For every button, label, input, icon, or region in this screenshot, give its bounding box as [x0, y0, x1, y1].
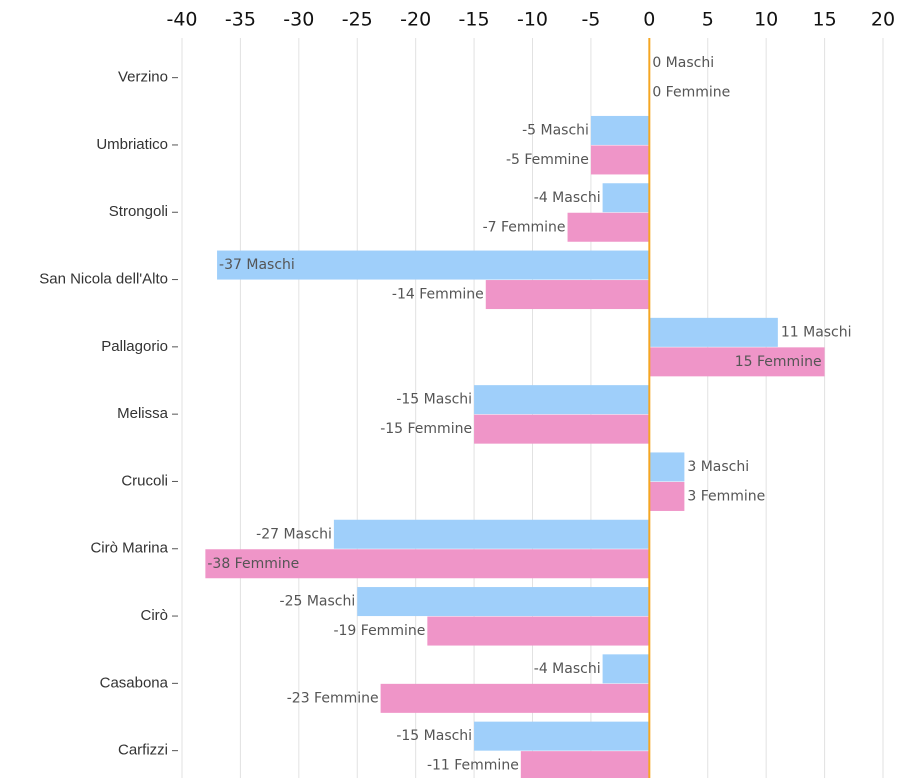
x-tick-label: -10 — [517, 9, 548, 31]
bar — [205, 549, 650, 579]
value-label: -23 Femmine — [287, 690, 379, 706]
y-tick-label: Carfizzi — [118, 742, 168, 759]
y-tick-label: Cirò — [140, 607, 168, 624]
value-label: -27 Maschi — [256, 526, 332, 542]
bar — [474, 385, 650, 415]
y-tick-label: Cirò Marina — [90, 540, 168, 557]
bar — [649, 452, 685, 482]
y-tick-label: Crucoli — [121, 472, 168, 489]
value-label: -5 Maschi — [522, 122, 589, 138]
bar — [217, 250, 650, 280]
bar — [474, 721, 650, 751]
value-label: -11 Femmine — [427, 758, 519, 774]
value-label: -4 Maschi — [534, 661, 601, 677]
value-label: -15 Maschi — [396, 392, 472, 408]
y-tick-label: Casabona — [100, 674, 169, 691]
y-tick-label: Strongoli — [109, 203, 168, 220]
bar — [485, 280, 650, 310]
value-label: -15 Femmine — [380, 421, 472, 437]
value-label: 0 Maschi — [652, 55, 714, 71]
value-label: 11 Maschi — [781, 324, 852, 340]
value-label: -14 Femmine — [392, 287, 484, 303]
value-label: -5 Femmine — [506, 152, 589, 168]
bar — [333, 519, 650, 549]
x-tick-label: 10 — [754, 9, 778, 31]
value-label: -7 Femmine — [483, 219, 566, 235]
x-tick-label: -30 — [283, 9, 314, 31]
y-tick-label: Melissa — [117, 405, 169, 422]
value-label: 15 Femmine — [735, 354, 822, 370]
x-tick-label: 0 — [643, 9, 655, 31]
bar — [649, 481, 685, 511]
y-tick-label: Umbriatico — [96, 136, 168, 153]
bar — [590, 145, 650, 175]
y-tick-label: San Nicola dell'Alto — [39, 271, 168, 288]
bar — [649, 317, 778, 347]
value-label: -19 Femmine — [333, 623, 425, 639]
x-tick-label: -25 — [342, 9, 373, 31]
value-label: -15 Maschi — [396, 728, 472, 744]
value-label: -25 Maschi — [280, 594, 356, 610]
value-label: -4 Maschi — [534, 190, 601, 206]
bar — [380, 683, 650, 713]
y-tick-label: Pallagorio — [101, 338, 168, 355]
bar — [602, 183, 650, 213]
x-tick-label: -5 — [581, 9, 600, 31]
bar — [520, 751, 650, 778]
x-tick-label: -35 — [225, 9, 256, 31]
x-tick-label: 20 — [871, 9, 895, 31]
bar — [357, 587, 650, 617]
x-tick-label: -40 — [166, 9, 197, 31]
bar — [649, 347, 825, 377]
x-tick-label: 5 — [702, 9, 714, 31]
value-label: 3 Maschi — [687, 459, 749, 475]
x-tick-label: -20 — [400, 9, 431, 31]
value-label: 0 Femmine — [652, 85, 730, 101]
bar — [602, 654, 650, 684]
value-label: 3 Femmine — [687, 488, 765, 504]
value-label: -38 Femmine — [207, 556, 299, 572]
bar — [567, 212, 650, 242]
bar — [590, 115, 650, 145]
y-tick-label: Verzino — [118, 69, 168, 86]
x-tick-label: -15 — [459, 9, 490, 31]
bar — [474, 414, 650, 444]
x-tick-label: 15 — [812, 9, 836, 31]
value-label: -37 Maschi — [219, 257, 295, 273]
bar — [427, 616, 650, 646]
